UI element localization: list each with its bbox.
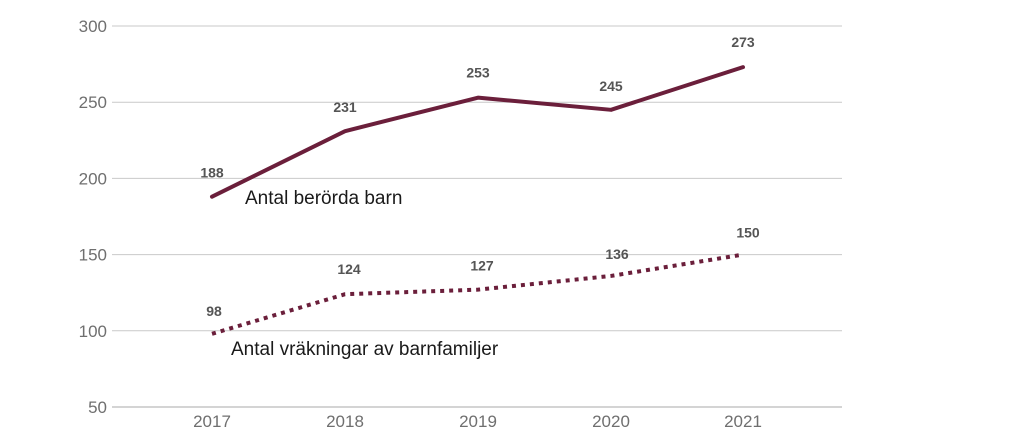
data-label-vrakningar-2020: 136 [605, 246, 629, 262]
y-tick-label-250: 250 [79, 93, 107, 112]
x-tick-label-2017: 2017 [193, 412, 231, 431]
data-label-berorda-barn-2020: 245 [599, 78, 623, 94]
y-tick-label-200: 200 [79, 169, 107, 188]
data-label-berorda-barn-2018: 231 [333, 99, 357, 115]
data-label-berorda-barn-2019: 253 [466, 65, 490, 81]
data-label-berorda-barn-2021: 273 [731, 34, 755, 50]
x-tick-label-2021: 2021 [724, 412, 762, 431]
x-tick-label-2020: 2020 [592, 412, 630, 431]
data-label-vrakningar-2019: 127 [470, 258, 494, 274]
y-tick-label-50: 50 [88, 398, 107, 417]
series-line-berorda-barn [210, 65, 745, 199]
data-label-vrakningar-2017: 98 [206, 303, 222, 319]
y-tick-label-300: 300 [79, 17, 107, 36]
series-name-berorda-barn: Antal berörda barn [245, 188, 402, 209]
data-label-berorda-barn-2017: 188 [200, 165, 224, 181]
series-line-vrakningar [211, 252, 744, 336]
y-tick-label-100: 100 [79, 322, 107, 341]
x-tick-label-2019: 2019 [459, 412, 497, 431]
series-name-vrakningar: Antal vräkningar av barnfamiljer [231, 339, 499, 360]
data-label-vrakningar-2021: 150 [736, 225, 760, 241]
data-label-vrakningar-2018: 124 [337, 261, 361, 277]
x-tick-label-2018: 2018 [326, 412, 364, 431]
y-tick-label-150: 150 [79, 246, 107, 265]
